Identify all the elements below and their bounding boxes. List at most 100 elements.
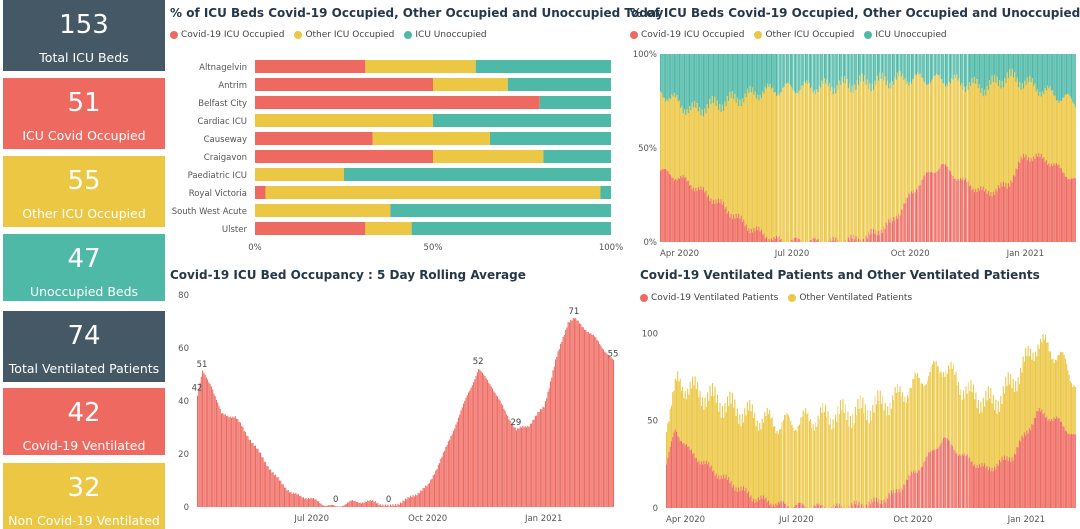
other-ventilated-bar (695, 389, 697, 458)
rolling-bar (562, 336, 564, 507)
covid-ventilated-bar (718, 475, 720, 508)
legend-dot (294, 31, 303, 39)
rolling-bar (263, 461, 265, 507)
other-ventilated-bar (1013, 392, 1015, 454)
covid-bar (719, 202, 721, 242)
covid-bar (970, 185, 972, 242)
covid-ventilated-bar (996, 463, 998, 508)
covid-ventilated-bar (771, 507, 773, 508)
bar-segment (255, 186, 266, 199)
other-ventilated-bar (1044, 334, 1047, 418)
other-bar (957, 80, 959, 179)
other-bar (725, 106, 727, 207)
unoccupied-bar (991, 54, 993, 76)
covid-ventilated-bar (1064, 430, 1066, 508)
covid-bar (1069, 179, 1071, 242)
panel-4-legend: Covid-19 Ventilated Patients Other Ventil… (640, 293, 912, 303)
other-bar (873, 89, 875, 229)
rolling-bar (227, 415, 229, 507)
other-bar (745, 97, 747, 225)
rolling-bar (220, 413, 223, 507)
covid-ventilated-bar (782, 501, 784, 508)
x-tick-label: Jul 2020 (293, 514, 329, 524)
other-ventilated-bar (1053, 363, 1055, 418)
rolling-bar (355, 501, 357, 507)
covid-bar (1038, 152, 1040, 242)
legend-label: Covid-19 Ventilated Patients (651, 293, 779, 303)
covid-bar (966, 182, 967, 242)
rolling-bar (365, 501, 367, 507)
other-bar (792, 89, 794, 240)
covid-bar (1060, 168, 1062, 242)
covid-bar (883, 226, 884, 242)
rolling-bar (401, 503, 403, 507)
unoccupied-bar (905, 54, 907, 85)
covid-ventilated-bar (854, 504, 856, 508)
covid-ventilated-bar (726, 479, 728, 508)
unoccupied-bar (743, 54, 745, 103)
rolling-bar (301, 497, 303, 507)
other-ventilated-bar (755, 426, 757, 499)
rolling-bar (560, 343, 562, 507)
unoccupied-bar (729, 54, 731, 92)
rolling-bar (408, 497, 410, 507)
covid-ventilated-bar (1032, 424, 1034, 508)
covid-bar (1021, 159, 1023, 242)
covid-bar (798, 239, 800, 242)
covid-ventilated-bar (1035, 417, 1037, 508)
rolling-bar (470, 387, 472, 507)
covid-ventilated-bar (1049, 421, 1052, 508)
legend-item: Covid-19 ICU Occupied (170, 30, 284, 40)
other-ventilated-bar (812, 423, 814, 508)
y-tick-label: 0 (184, 503, 189, 513)
covid-bar (1052, 166, 1054, 242)
covid-ventilated-bar (986, 465, 988, 508)
covid-ventilated-bar (910, 471, 912, 508)
unoccupied-bar (745, 54, 747, 98)
other-ventilated-bar (1064, 358, 1066, 431)
other-ventilated-bar (995, 399, 997, 470)
unoccupied-bar (976, 54, 978, 80)
unoccupied-bar (827, 54, 829, 87)
other-ventilated-bar (969, 391, 971, 458)
unoccupied-bar (810, 54, 812, 89)
covid-bar (1019, 163, 1021, 242)
other-ventilated-bar (895, 392, 897, 490)
y-tick-label: 20 (178, 450, 189, 460)
covid-bar (854, 239, 856, 242)
covid-bar (699, 189, 701, 242)
other-ventilated-bar (1052, 358, 1054, 421)
rolling-bar (439, 463, 441, 507)
rolling-bar (422, 487, 424, 507)
other-ventilated-bar (966, 393, 968, 455)
other-bar (846, 79, 848, 242)
covid-bar (716, 203, 718, 242)
rolling-bar (512, 424, 514, 507)
rolling-bar (225, 416, 228, 507)
other-ventilated-bar (960, 389, 962, 456)
covid-ventilated-bar (930, 450, 932, 508)
rolling-bar (469, 390, 471, 507)
covid-bar (1059, 167, 1061, 242)
rolling-bar (281, 484, 283, 507)
other-ventilated-bar (1043, 339, 1045, 413)
unoccupied-bar (731, 54, 733, 92)
rolling-bar (330, 504, 332, 507)
bar-segment (365, 222, 412, 235)
unoccupied-bar (878, 54, 880, 81)
covid-bar (1062, 172, 1064, 242)
unoccupied-bar (941, 54, 943, 80)
unoccupied-bar (1034, 54, 1036, 84)
covid-ventilated-bar (680, 441, 683, 508)
covid-bar (723, 202, 725, 242)
other-bar (832, 94, 834, 237)
x-tick-label: Oct 2020 (893, 515, 932, 525)
other-bar (726, 96, 728, 214)
covid-ventilated-bar (1012, 460, 1014, 508)
rolling-bar (369, 499, 371, 507)
unoccupied-bar (720, 54, 722, 113)
covid-bar (1005, 183, 1007, 242)
covid-bar (963, 179, 965, 242)
other-ventilated-bar (997, 401, 999, 466)
legend-item: Covid-19 Ventilated Patients (640, 293, 778, 303)
